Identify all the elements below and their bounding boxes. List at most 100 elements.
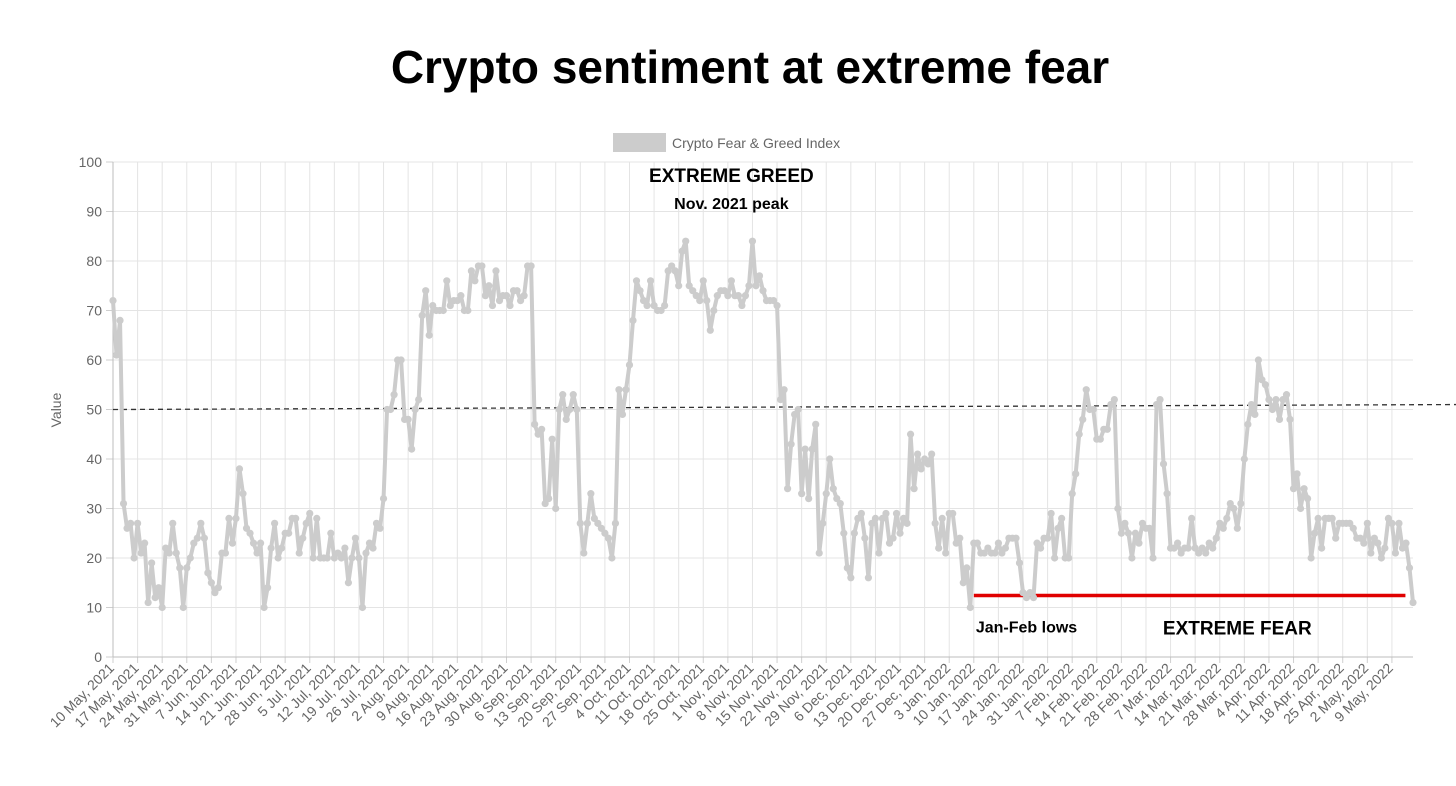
- data-point: [622, 386, 630, 394]
- data-point: [917, 465, 925, 473]
- data-point: [1374, 539, 1382, 547]
- data-point: [137, 549, 145, 557]
- data-point: [126, 519, 135, 527]
- y-tick-label: 90: [86, 204, 102, 220]
- data-point: [682, 237, 690, 245]
- data-point: [773, 301, 781, 310]
- data-point: [671, 267, 679, 275]
- data-point: [1240, 455, 1248, 463]
- data-point: [1110, 396, 1118, 404]
- data-point: [1128, 554, 1136, 562]
- data-point: [629, 316, 637, 324]
- data-point: [285, 529, 293, 537]
- data-point: [267, 544, 275, 552]
- series-line: [111, 239, 1415, 610]
- data-point: [1072, 470, 1080, 478]
- data-point: [1303, 495, 1312, 503]
- annotation-label: EXTREME FEAR: [1163, 619, 1312, 640]
- y-axis-label: Value: [48, 392, 64, 427]
- y-tick-label: 10: [86, 600, 102, 616]
- data-point: [994, 539, 1003, 547]
- data-point: [362, 549, 370, 557]
- data-point: [348, 554, 356, 562]
- data-point: [492, 267, 500, 275]
- data-point: [1395, 519, 1403, 527]
- data-point: [1405, 564, 1414, 572]
- data-point: [555, 405, 563, 414]
- data-point: [197, 519, 205, 527]
- data-point: [1223, 514, 1231, 523]
- data-point: [822, 490, 830, 498]
- data-point: [829, 485, 837, 493]
- data-point: [1068, 490, 1076, 498]
- data-point: [481, 292, 490, 300]
- data-point: [249, 539, 258, 547]
- data-point: [439, 306, 447, 315]
- data-point: [1349, 524, 1357, 532]
- data-point: [1079, 415, 1087, 423]
- data-point: [882, 509, 890, 518]
- legend[interactable]: Crypto Fear & Greed Index: [613, 133, 840, 152]
- data-point: [1381, 544, 1389, 552]
- data-point: [1163, 490, 1171, 498]
- data-point: [892, 509, 901, 518]
- annotation-label: EXTREME GREED: [649, 166, 814, 187]
- data-point: [1293, 470, 1301, 478]
- data-point: [144, 598, 152, 607]
- data-point: [506, 301, 514, 310]
- data-point: [1233, 524, 1241, 532]
- data-point: [1318, 544, 1326, 552]
- data-point: [386, 405, 395, 414]
- data-point: [158, 603, 166, 612]
- data-point: [422, 287, 430, 295]
- data-point: [1261, 381, 1270, 389]
- data-point: [699, 277, 707, 285]
- data-point: [710, 306, 718, 315]
- data-point: [502, 292, 511, 300]
- data-point: [176, 564, 184, 572]
- data-point: [141, 539, 149, 547]
- data-point: [1145, 524, 1154, 532]
- legend-swatch: [613, 133, 666, 152]
- annotation-label: Jan-Feb lows: [976, 619, 1077, 636]
- data-point: [292, 514, 300, 523]
- data-point: [928, 450, 936, 458]
- data-point: [646, 277, 655, 285]
- data-point: [798, 490, 806, 498]
- data-point: [794, 405, 802, 414]
- series-layer: [109, 237, 1417, 612]
- data-point: [727, 277, 735, 285]
- data-point: [1244, 420, 1252, 428]
- data-point: [309, 554, 317, 562]
- data-point: [172, 549, 180, 557]
- data-point: [748, 237, 757, 245]
- data-point: [271, 519, 279, 527]
- data-point: [1237, 499, 1245, 508]
- data-point: [1212, 534, 1220, 542]
- data-point: [457, 292, 465, 300]
- data-point: [826, 455, 834, 463]
- data-point: [1029, 594, 1038, 602]
- legend-label: Crypto Fear & Greed Index: [672, 135, 840, 151]
- data-point: [1135, 539, 1143, 547]
- data-point: [1332, 534, 1340, 542]
- data-point: [738, 301, 746, 310]
- data-point: [675, 282, 683, 290]
- data-point: [906, 430, 915, 438]
- data-point: [109, 297, 117, 305]
- data-point: [1131, 529, 1140, 537]
- data-point: [559, 391, 567, 399]
- data-point: [776, 396, 785, 404]
- data-point: [569, 391, 577, 399]
- data-point: [787, 440, 795, 448]
- data-point: [759, 287, 767, 295]
- data-point: [155, 584, 163, 592]
- data-point: [1360, 539, 1368, 547]
- data-point: [1184, 544, 1192, 552]
- data-point: [1012, 534, 1020, 542]
- data-point: [973, 539, 981, 547]
- data-point: [1015, 559, 1024, 567]
- data-point: [355, 554, 363, 562]
- data-point: [661, 301, 669, 310]
